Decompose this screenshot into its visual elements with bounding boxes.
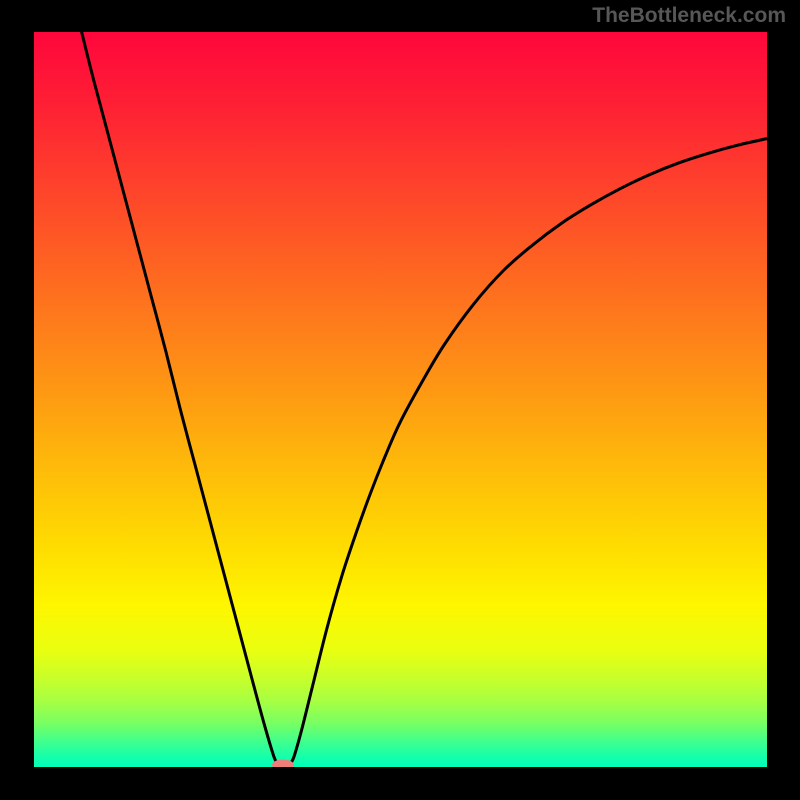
bottleneck-curve: [34, 32, 767, 767]
minimum-marker: [272, 759, 294, 767]
watermark-text: TheBottleneck.com: [592, 4, 786, 28]
plot-area: [34, 32, 767, 767]
